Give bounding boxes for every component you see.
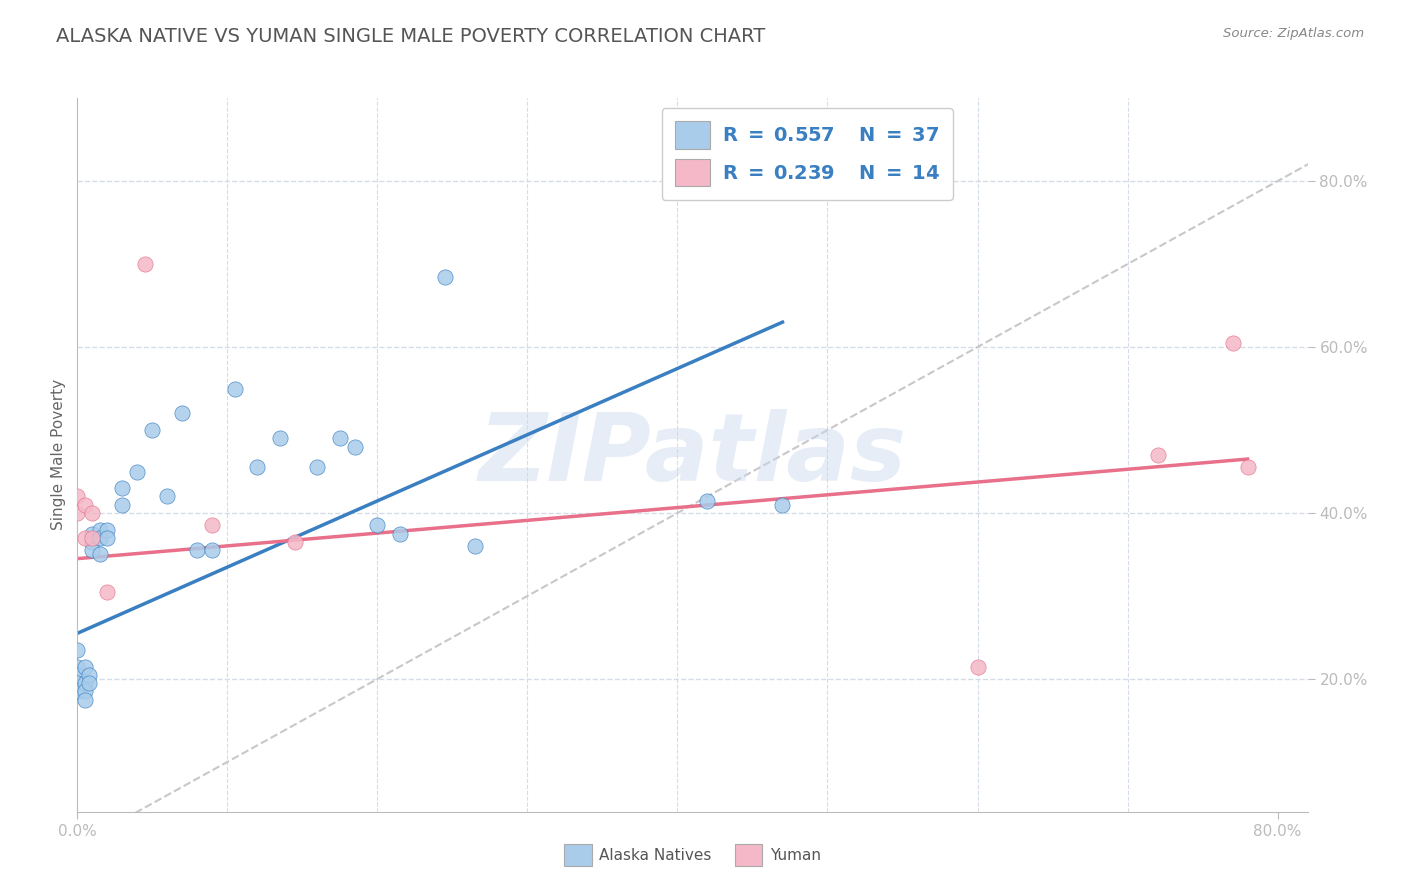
Point	[66, 668, 89, 682]
Point	[343, 440, 366, 454]
Text: ZIPatlas: ZIPatlas	[478, 409, 907, 501]
Point	[772, 498, 794, 512]
Point	[73, 498, 96, 512]
Point	[246, 460, 269, 475]
Point	[127, 465, 149, 479]
Point	[73, 531, 96, 545]
Point	[433, 269, 456, 284]
Point	[89, 523, 111, 537]
Point	[82, 506, 104, 520]
Point	[1236, 460, 1258, 475]
Point	[134, 257, 156, 271]
Point	[224, 382, 246, 396]
Point	[307, 460, 329, 475]
Point	[141, 423, 163, 437]
Point	[79, 668, 101, 682]
Legend: Alaska Natives, Yuman: Alaska Natives, Yuman	[558, 838, 827, 871]
Text: Source: ZipAtlas.com: Source: ZipAtlas.com	[1223, 27, 1364, 40]
Point	[284, 535, 307, 549]
Point	[1146, 448, 1168, 462]
Point	[66, 643, 89, 657]
Text: ALASKA NATIVE VS YUMAN SINGLE MALE POVERTY CORRELATION CHART: ALASKA NATIVE VS YUMAN SINGLE MALE POVER…	[56, 27, 765, 45]
Point	[66, 506, 89, 520]
Point	[96, 584, 118, 599]
Point	[66, 490, 89, 504]
Point	[66, 676, 89, 690]
Point	[172, 406, 194, 420]
Point	[66, 659, 89, 673]
Point	[186, 543, 208, 558]
Point	[111, 498, 134, 512]
Point	[66, 684, 89, 698]
Point	[269, 431, 291, 445]
Point	[156, 490, 179, 504]
Point	[82, 543, 104, 558]
Point	[96, 531, 118, 545]
Point	[329, 431, 352, 445]
Point	[111, 481, 134, 495]
Point	[82, 535, 104, 549]
Point	[82, 526, 104, 541]
Point	[388, 526, 411, 541]
Point	[464, 539, 486, 553]
Point	[966, 659, 988, 673]
Y-axis label: Single Male Poverty: Single Male Poverty	[51, 379, 66, 531]
Point	[73, 659, 96, 673]
Point	[73, 684, 96, 698]
Point	[89, 531, 111, 545]
Point	[73, 676, 96, 690]
Point	[79, 676, 101, 690]
Point	[201, 543, 224, 558]
Point	[201, 518, 224, 533]
Point	[1222, 335, 1244, 350]
Point	[96, 523, 118, 537]
Point	[366, 518, 388, 533]
Point	[73, 692, 96, 706]
Point	[82, 531, 104, 545]
Point	[696, 493, 718, 508]
Point	[89, 548, 111, 562]
